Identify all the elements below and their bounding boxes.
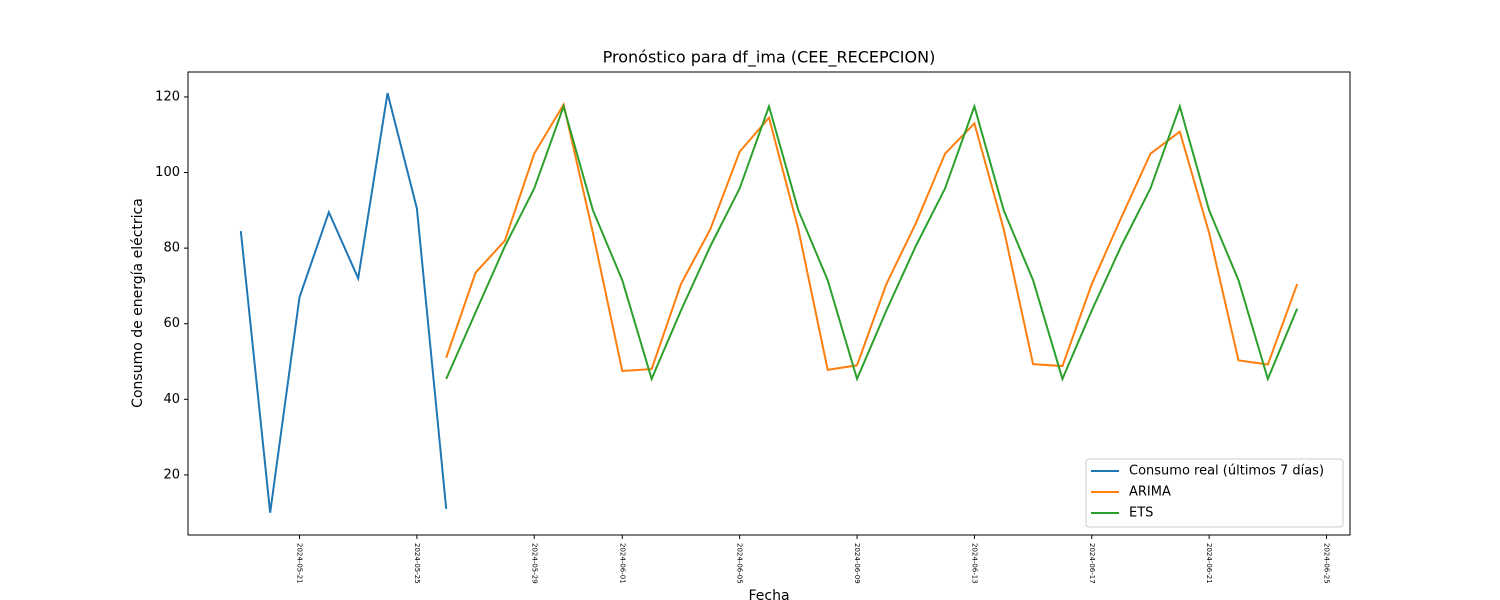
series-line — [239, 92, 448, 513]
x-tick-label: 2024-06-05 — [736, 543, 744, 584]
x-tick-label: 2024-06-17 — [1088, 543, 1096, 584]
y-tick-label: 80 — [163, 241, 180, 256]
x-axis-label: Fecha — [748, 588, 789, 600]
x-tick-label: 2024-06-09 — [853, 543, 861, 584]
series-line — [445, 103, 1299, 382]
legend-label: ETS — [1129, 506, 1153, 521]
x-tick-label: 2024-05-29 — [530, 543, 538, 584]
x-tick-label: 2024-05-25 — [413, 543, 421, 584]
y-tick-label: 40 — [163, 392, 180, 407]
legend-label: Consumo real (últimos 7 días) — [1129, 464, 1324, 479]
x-tick-label: 2024-05-21 — [296, 543, 304, 584]
y-tick-label: 60 — [163, 316, 180, 331]
chart-title: Pronóstico para df_ima (CEE_RECEPCION) — [603, 48, 936, 68]
legend-label: ARIMA — [1129, 485, 1171, 500]
x-tick-label: 2024-06-25 — [1323, 543, 1331, 584]
y-tick-label: 120 — [155, 89, 180, 104]
y-axis-label: Consumo de energía eléctrica — [130, 198, 146, 408]
y-tick-label: 20 — [163, 467, 180, 482]
series-line — [445, 101, 1299, 373]
x-tick-label: 2024-06-13 — [970, 543, 978, 584]
x-tick-label: 2024-06-01 — [618, 543, 626, 584]
legend-box — [1085, 458, 1344, 528]
x-tick-label: 2024-06-21 — [1205, 543, 1213, 584]
axes-frame — [187, 71, 1351, 536]
y-tick-label: 100 — [155, 165, 180, 180]
